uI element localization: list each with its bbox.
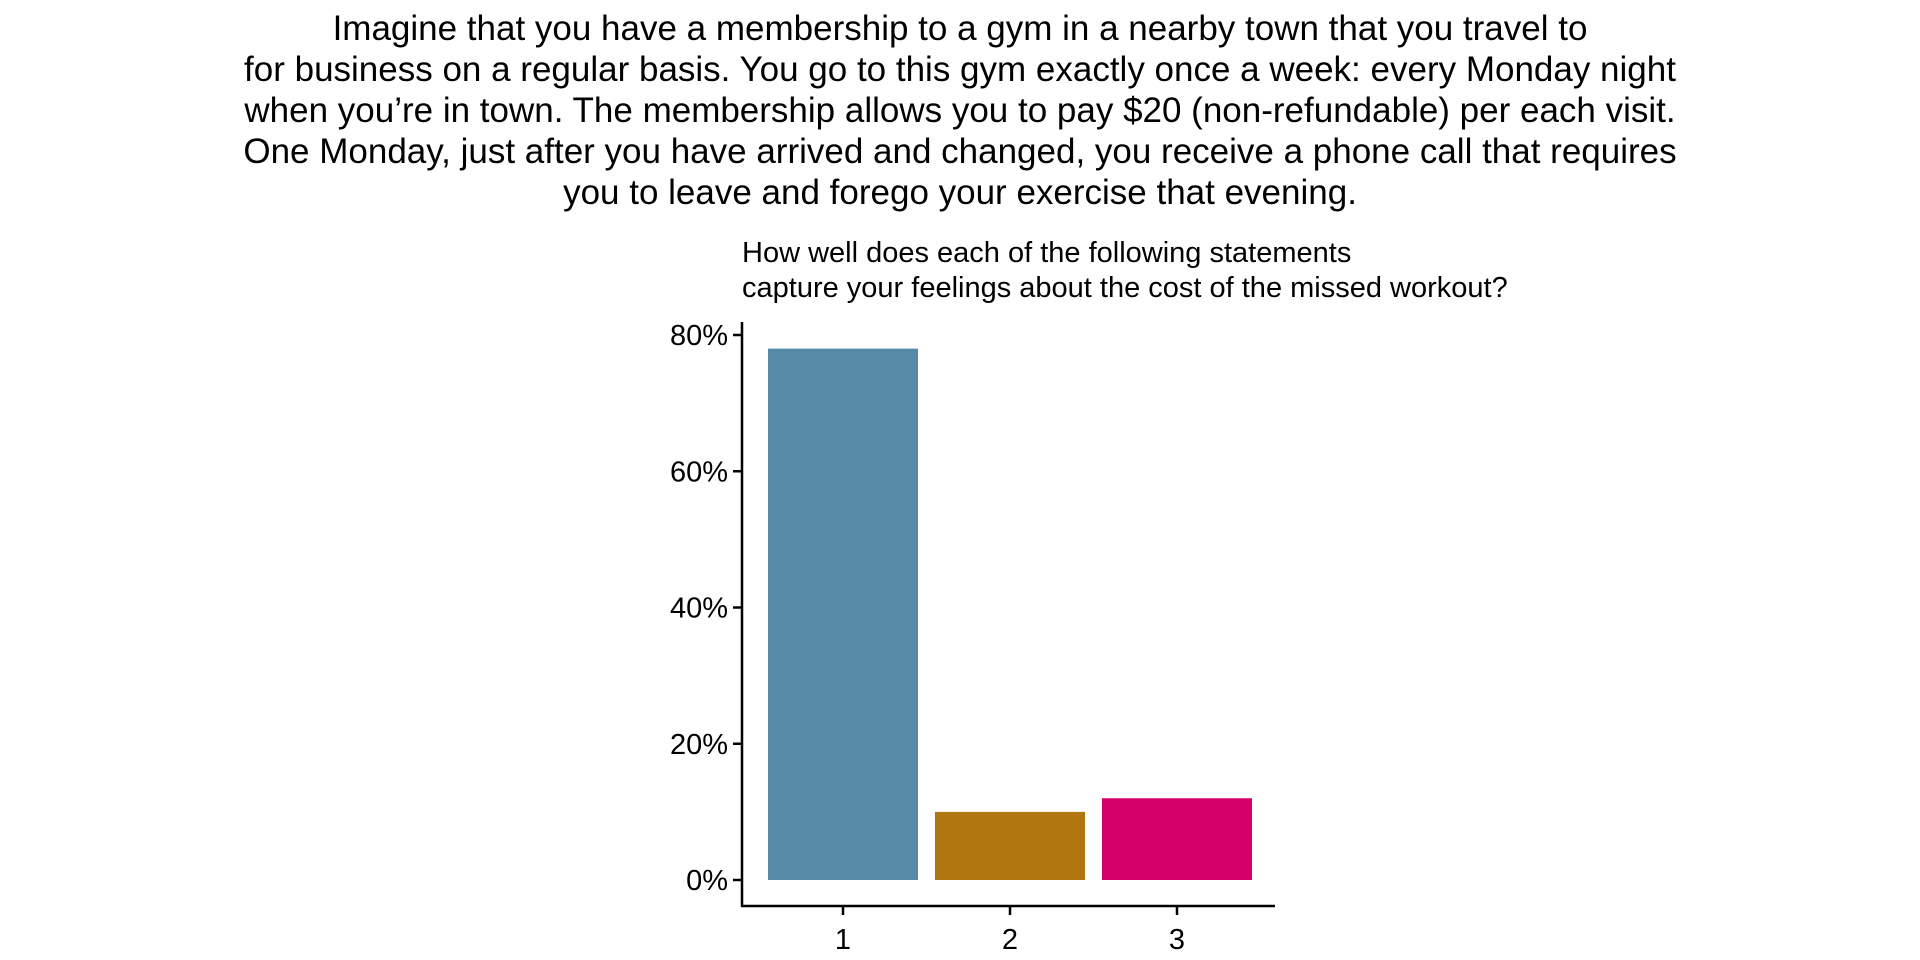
x-tick-label: 1 [835, 924, 851, 956]
bar-2 [935, 811, 1085, 880]
y-tick-label: 80% [670, 320, 728, 352]
chart-question-line: capture your feelings about the cost of … [742, 272, 1508, 304]
scenario-line: One Monday, just after you have arrived … [243, 132, 1677, 171]
chart-question-line: How well does each of the following stat… [742, 237, 1351, 269]
scenario-line: for business on a regular basis. You go … [244, 50, 1676, 89]
x-tick-label: 2 [1002, 924, 1018, 956]
scenario-line: you to leave and forego your exercise th… [563, 173, 1357, 212]
plot-area: 0% 20% 40% 60% 80% 1 2 3 [670, 320, 1275, 956]
scenario-line: when you’re in town. The membership allo… [244, 91, 1676, 130]
x-tick-label: 3 [1169, 924, 1185, 956]
y-tick-label: 20% [670, 729, 728, 761]
bar-3 [1102, 798, 1252, 880]
y-tick-label: 60% [670, 456, 728, 488]
y-tick-label: 40% [670, 593, 728, 625]
y-tick-label: 0% [686, 865, 728, 897]
scenario-line: Imagine that you have a membership to a … [332, 9, 1588, 48]
bar-1 [768, 348, 918, 880]
scenario-text: Imagine that you have a membership to a … [0, 8, 1920, 213]
